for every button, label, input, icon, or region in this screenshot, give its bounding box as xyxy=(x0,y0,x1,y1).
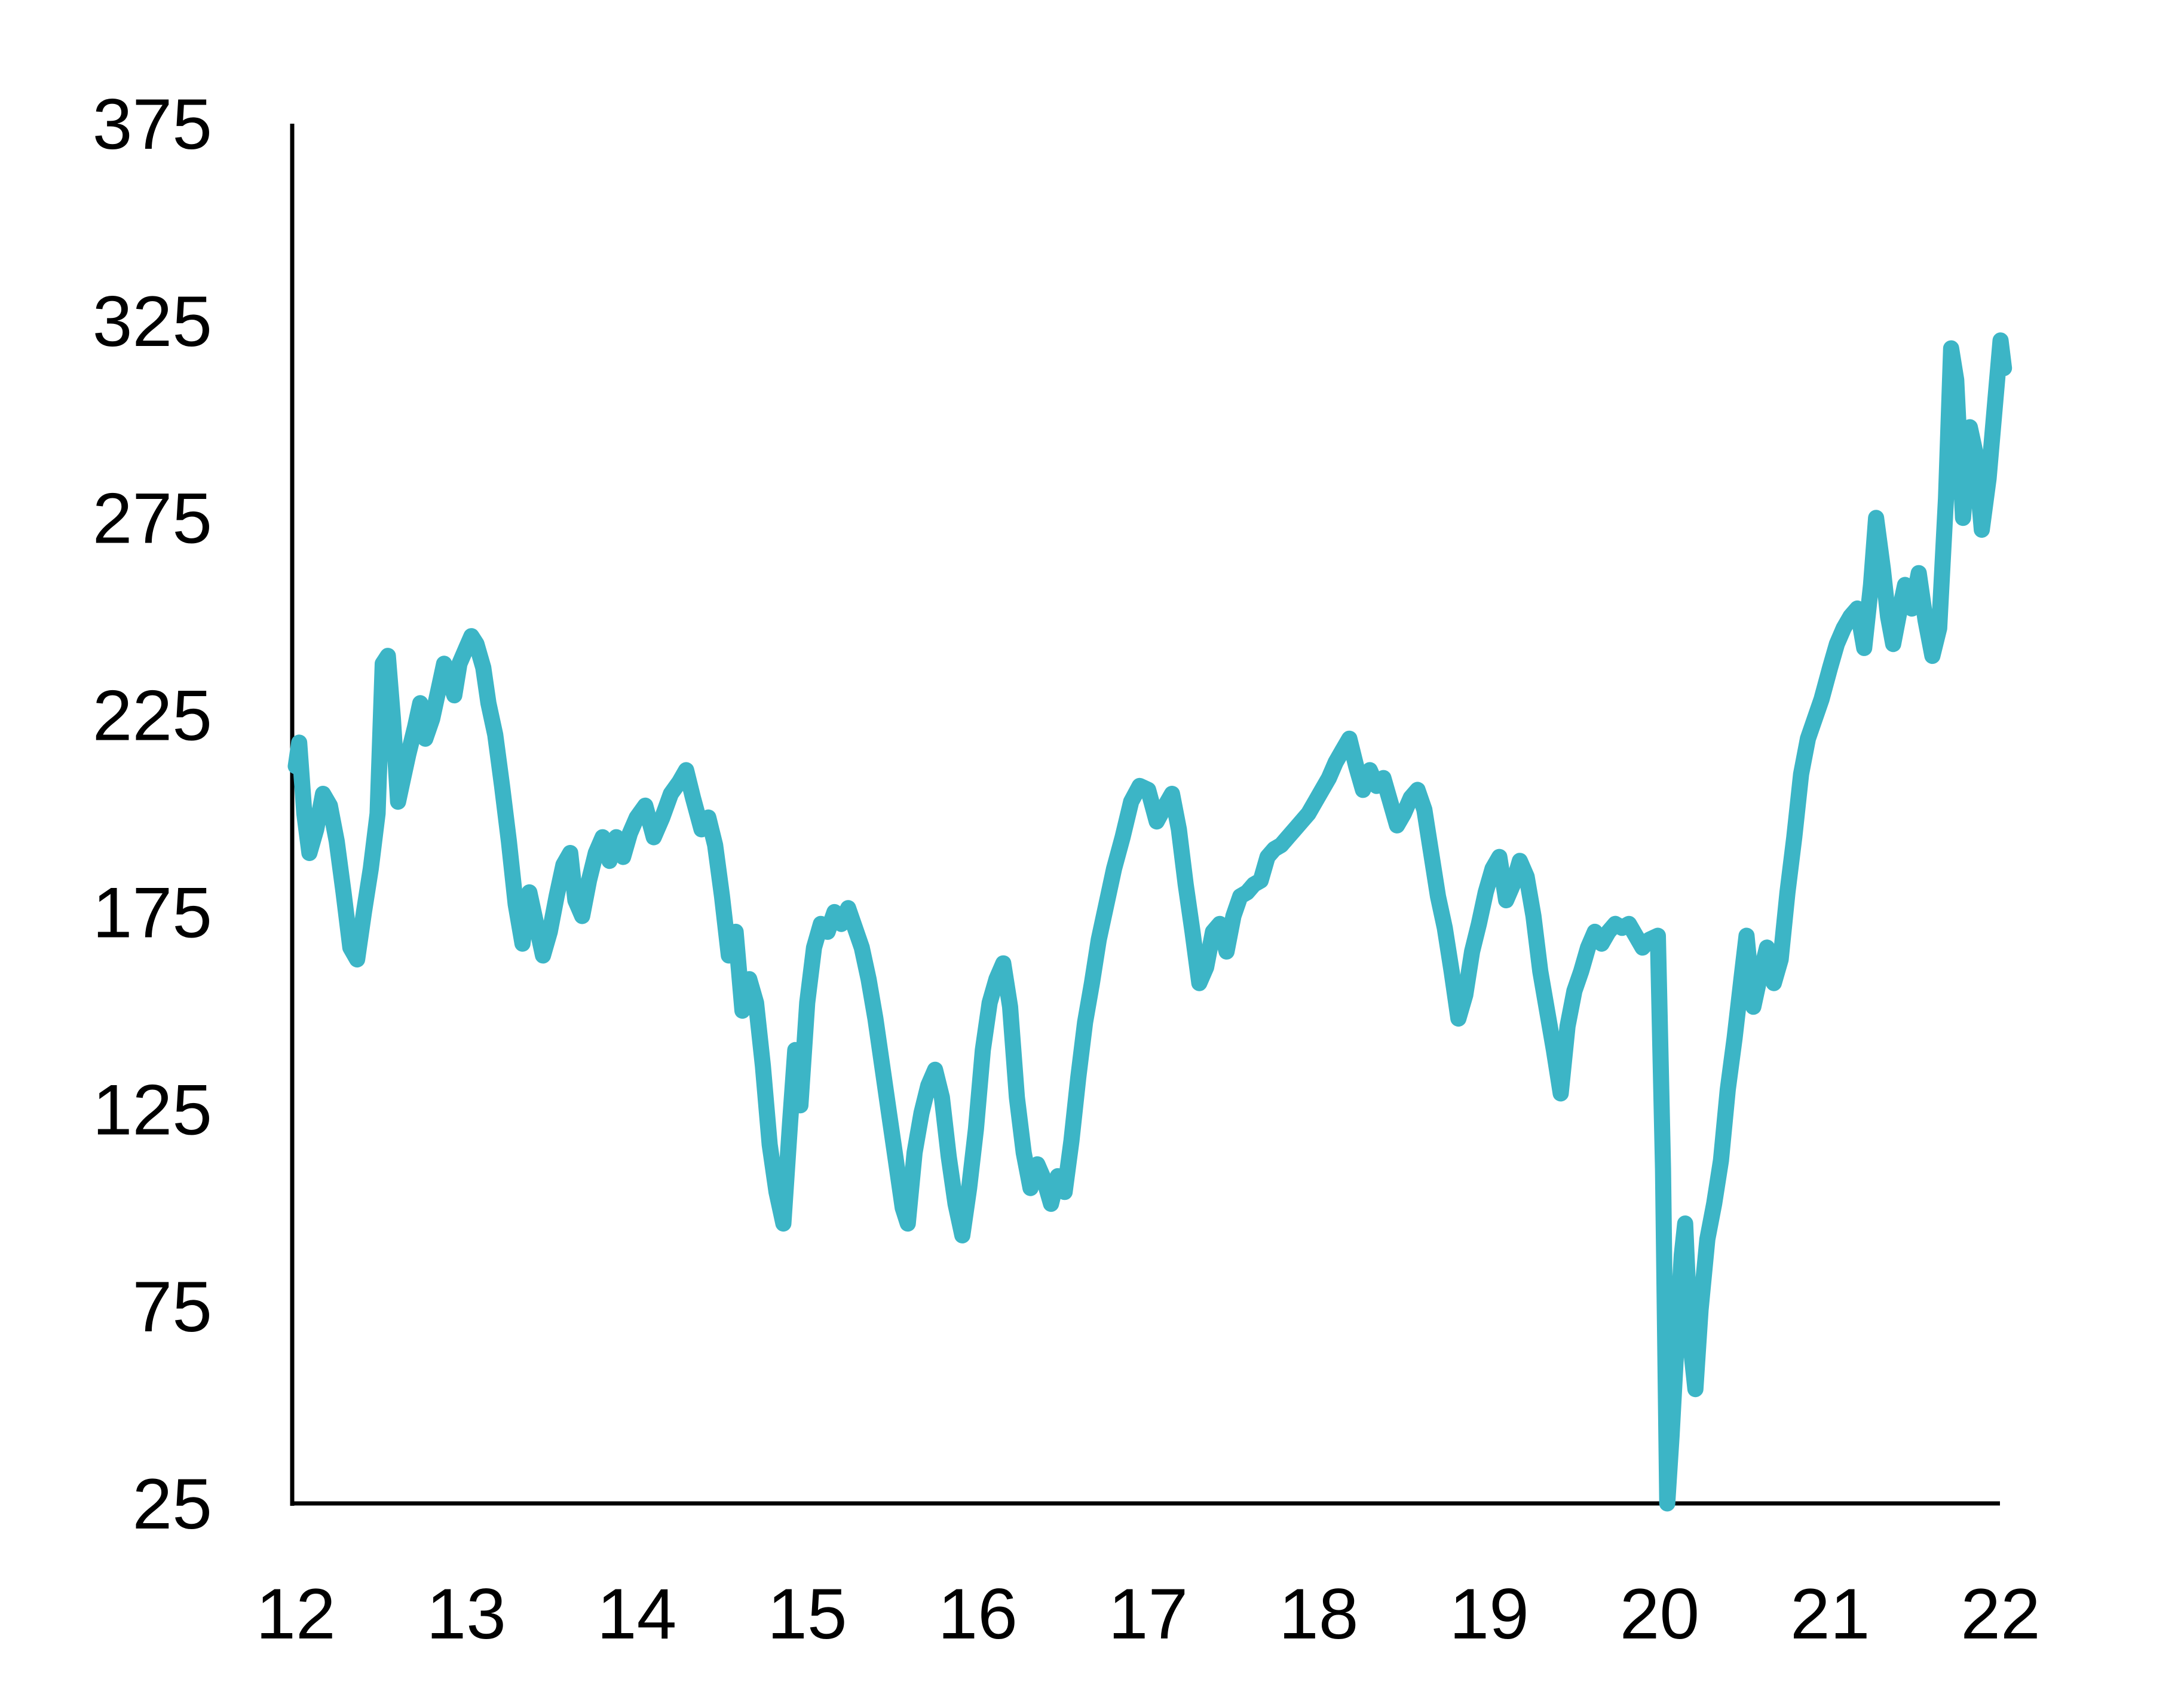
x-tick-label: 19 xyxy=(1449,1574,1529,1654)
x-tick-label: 13 xyxy=(427,1574,506,1654)
x-tick-label: 16 xyxy=(938,1574,1017,1654)
y-tick-label: 275 xyxy=(93,479,212,559)
price-line xyxy=(287,332,2013,1512)
y-tick-label: 125 xyxy=(93,1070,212,1150)
y-tick-label: 25 xyxy=(133,1464,212,1544)
y-tick-label: 75 xyxy=(133,1267,212,1347)
x-tick-label: 14 xyxy=(597,1574,676,1654)
x-tick-label: 22 xyxy=(1961,1574,2040,1654)
x-tick-label: 17 xyxy=(1108,1574,1188,1654)
y-tick-label: 375 xyxy=(93,84,212,164)
x-tick-label: 18 xyxy=(1279,1574,1358,1654)
x-tick-label: 15 xyxy=(767,1574,847,1654)
y-tick-label: 225 xyxy=(93,676,212,756)
x-tick-label: 21 xyxy=(1790,1574,1870,1654)
y-tick-label: 175 xyxy=(93,872,212,952)
y-tick-label: 325 xyxy=(93,281,212,362)
x-tick-label: 20 xyxy=(1620,1574,1699,1654)
chart-root: 25 75 125 175 225 275 325 375 12 13 14 15 16 17 18 19 20… xyxy=(93,84,2041,1654)
x-tick-label: 12 xyxy=(256,1574,335,1654)
